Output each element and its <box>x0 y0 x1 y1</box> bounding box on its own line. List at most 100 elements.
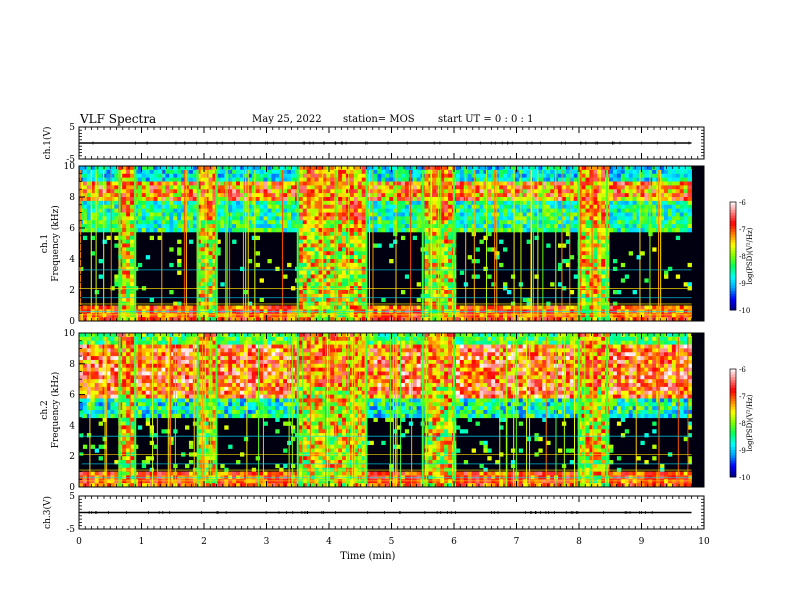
spectrogram-cell <box>640 177 645 182</box>
spectrogram-cell <box>510 200 516 206</box>
spectrogram-cell <box>149 208 154 213</box>
spectrogram-cell <box>326 193 331 198</box>
spectrogram-cell <box>263 173 268 179</box>
spectrogram-cell <box>365 216 370 221</box>
spectrogram-cell <box>675 189 681 194</box>
spectrogram-cell <box>161 204 166 210</box>
spectrogram-cell <box>342 212 347 217</box>
spectrogram-cell <box>173 185 178 190</box>
spectrogram-cell <box>349 262 355 268</box>
spectrogram-cell <box>114 282 119 287</box>
spectrogram-cell <box>522 204 527 210</box>
spectrogram-cell <box>298 212 304 217</box>
spectrogram-cell <box>593 251 598 256</box>
spectrogram-cell <box>259 204 264 210</box>
spectrogram-cell <box>302 208 308 213</box>
spectrogram-cell <box>609 173 614 179</box>
spectrogram-cell <box>177 173 182 179</box>
spectrogram-cell <box>593 173 598 179</box>
spectrogram-cell <box>345 266 351 272</box>
spectrogram-cell <box>522 317 527 322</box>
spectrogram-cell <box>597 204 602 210</box>
spectrogram-cell <box>440 262 445 268</box>
spectrogram-cell <box>632 197 637 202</box>
spectrogram-cell <box>259 208 264 213</box>
spectrogram-cell <box>216 247 221 252</box>
spectrogram-cell <box>671 181 677 186</box>
spectrogram-cell <box>291 208 296 213</box>
spectrogram-cell <box>534 274 539 279</box>
spectrogram-cell <box>365 181 370 186</box>
spectrogram-cell <box>334 173 339 179</box>
spectrogram-cell <box>424 220 429 225</box>
spectrogram-cell <box>550 228 555 233</box>
spectrogram-cell <box>361 243 367 248</box>
spectrogram-cell <box>122 208 127 213</box>
spectrogram-cell <box>597 228 602 233</box>
spectrogram-cell <box>597 235 602 241</box>
spectrogram-cell <box>126 251 131 256</box>
spectrogram-cell <box>475 189 480 194</box>
spectrogram-cell <box>98 173 103 179</box>
spectrogram-cell <box>314 224 319 229</box>
spectrogram-cell <box>232 212 237 217</box>
spectrogram-cell <box>467 220 473 225</box>
spectrogram-cell <box>581 220 586 225</box>
spectrogram-cell <box>628 185 634 190</box>
spectrogram-cell <box>247 228 253 233</box>
spectrogram-cell <box>487 169 492 175</box>
spectrogram-cell <box>306 313 312 318</box>
spectrogram-cell <box>310 177 315 182</box>
spectrogram-cell <box>514 173 520 179</box>
spectrogram-cell <box>86 363 92 369</box>
spectrogram-cell <box>212 278 217 283</box>
spectrogram-cell <box>546 228 551 233</box>
spectrogram-cell <box>310 317 315 322</box>
spectrogram-cell <box>130 266 135 272</box>
colorbar-segment <box>730 234 736 238</box>
spectrogram-cell <box>660 197 665 202</box>
spectrogram-cell <box>338 166 343 171</box>
spectrogram-cell <box>522 208 527 213</box>
spectrogram-cell <box>247 208 253 213</box>
spectrogram-cell <box>334 290 339 295</box>
spectrogram-cell <box>577 166 582 171</box>
spectrogram-cell <box>361 212 367 217</box>
spectrogram-cell <box>585 247 590 252</box>
spectrogram-cell <box>620 169 626 175</box>
spectrogram-cell <box>365 313 370 318</box>
spectrogram-cell <box>322 224 327 229</box>
spectrogram-cell <box>440 200 445 206</box>
spectrogram-cell <box>601 216 606 221</box>
spectrogram-cell <box>648 212 653 217</box>
spectrogram-cell <box>302 177 308 182</box>
spectrogram-cell <box>593 228 598 233</box>
spectrogram-cell <box>542 305 547 310</box>
spectrogram-cell <box>79 166 84 171</box>
spectrogram-cell <box>330 224 335 229</box>
spectrogram-cell <box>224 228 229 233</box>
spectrogram-cell <box>510 317 516 322</box>
spectrogram-cell <box>616 177 622 182</box>
spectrogram-cell <box>361 166 367 171</box>
spectrogram-cell <box>141 220 147 225</box>
spectrogram-cell <box>287 185 292 190</box>
spectrogram-cell <box>126 166 131 171</box>
spectrogram-cell <box>369 212 374 217</box>
spectrogram-cell <box>98 274 103 279</box>
spectrogram-cell <box>432 220 437 225</box>
spectrogram-cell <box>330 270 335 275</box>
spectrogram-cell <box>330 313 335 318</box>
spectrogram-cell <box>204 216 209 221</box>
spectrogram-cell <box>342 290 347 295</box>
colorbar-tick-label: -9 <box>739 280 746 288</box>
spectrogram-cell <box>660 228 665 233</box>
spectrogram-cell <box>667 224 673 229</box>
spectrogram-cell <box>412 224 418 229</box>
spectrogram-cell <box>98 189 103 194</box>
spectrogram-cell <box>479 200 484 206</box>
spectrogram-cell <box>137 166 143 171</box>
spectrogram-cell <box>361 262 367 268</box>
spectrogram-cell <box>181 169 186 175</box>
spectrogram-cell <box>279 220 284 225</box>
